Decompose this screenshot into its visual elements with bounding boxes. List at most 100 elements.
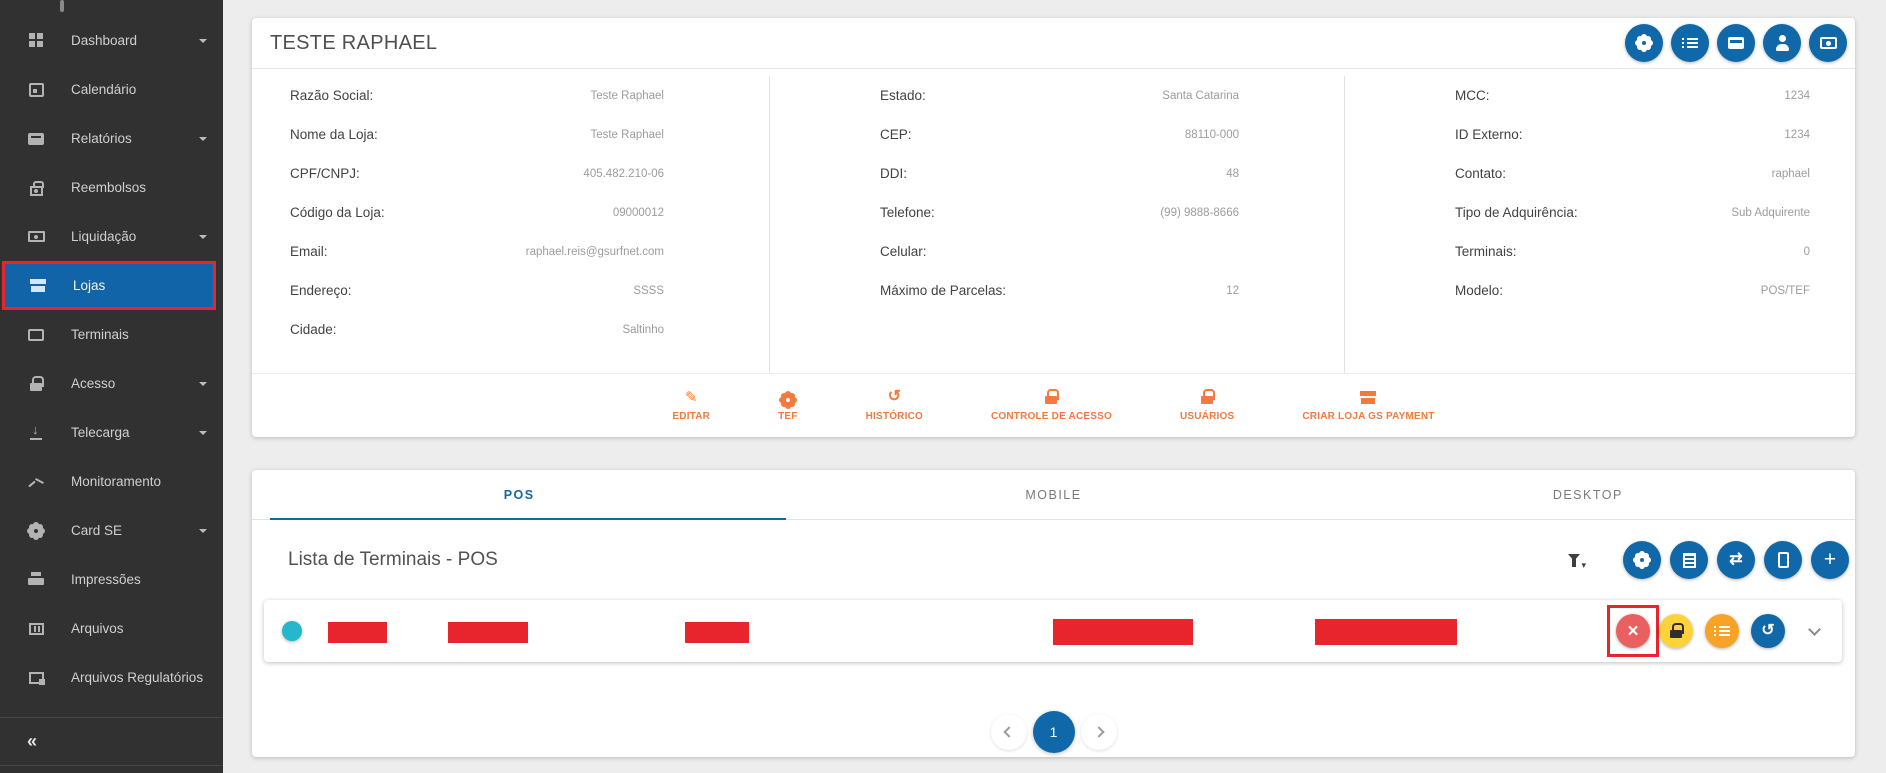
sidebar-item-label: Arquivos Regulatórios xyxy=(71,670,204,685)
lock-terminal-button[interactable] xyxy=(1659,614,1693,648)
sidebar-item-label: Dashboard xyxy=(71,33,138,48)
field-label: Código da Loja: xyxy=(290,205,385,220)
field-label: ID Externo: xyxy=(1455,127,1523,142)
sidebar-item-label: Relatórios xyxy=(71,131,132,146)
prev-page-button[interactable] xyxy=(990,714,1027,750)
field-mcc: MCC: 1234 xyxy=(1345,76,1855,115)
field-email: Email: raphael.reis@gsurfnet.com xyxy=(252,232,769,271)
sidebar-item-liquidacao[interactable]: Liquidação xyxy=(0,212,223,261)
status-dot xyxy=(282,621,302,641)
sidebar-item-label: Card SE xyxy=(71,523,123,538)
terminal-transfer-button[interactable]: ⇄ xyxy=(1717,541,1755,579)
filter-icon xyxy=(1568,553,1581,567)
chevron-down-icon xyxy=(199,430,207,435)
store-user-button[interactable] xyxy=(1763,24,1801,62)
tef-button[interactable]: TEF xyxy=(778,389,798,422)
dashboard-icon xyxy=(27,33,45,48)
store-header-buttons xyxy=(1625,24,1847,62)
sidebar-item-arquivos[interactable]: Arquivos xyxy=(0,604,223,653)
tab-desktop[interactable]: DESKTOP xyxy=(1321,470,1855,519)
sidebar-scrollbar-thumb[interactable] xyxy=(60,0,64,12)
field-ddi: DDI: 48 xyxy=(770,154,1344,193)
store-card-machine-button[interactable] xyxy=(1717,24,1755,62)
lock-icon xyxy=(1199,389,1216,405)
field-label: Razão Social: xyxy=(290,88,374,103)
store-icon xyxy=(1360,389,1377,405)
field-value: raphael xyxy=(1771,167,1810,180)
terminal-mobile-button[interactable] xyxy=(1764,541,1802,579)
receipt-icon xyxy=(1682,552,1696,568)
sidebar-item-label: Lojas xyxy=(73,278,106,293)
store-list-button[interactable] xyxy=(1671,24,1709,62)
terminals-card: POS MOBILE DESKTOP Lista de Terminais - … xyxy=(252,470,1855,757)
chevron-left-icon xyxy=(1002,726,1015,738)
field-label: Modelo: xyxy=(1455,283,1504,298)
next-page-button[interactable] xyxy=(1080,714,1117,750)
sidebar-item-lojas[interactable]: Lojas xyxy=(2,261,216,310)
historico-button[interactable]: ↺ HISTÓRICO xyxy=(866,388,923,423)
controle-de-acesso-button[interactable]: CONTROLE DE ACESSO xyxy=(991,389,1112,422)
sidebar-footer: « xyxy=(0,717,223,773)
expand-row-button[interactable] xyxy=(1808,622,1821,637)
field-value: SSSS xyxy=(633,284,664,297)
sidebar-item-card-se[interactable]: Card SE xyxy=(0,506,223,555)
sidebar-item-relatorios[interactable]: Relatórios xyxy=(0,114,223,163)
criar-loja-gs-payment-button[interactable]: CRIAR LOJA GS PAYMENT xyxy=(1302,389,1434,422)
sidebar-item-telecarga[interactable]: Telecarga xyxy=(0,408,223,457)
terminal-row[interactable]: × ↺ xyxy=(264,600,1842,662)
chevron-down-icon xyxy=(199,528,207,533)
field-label: DDI: xyxy=(880,166,907,181)
usuarios-button[interactable]: USUÁRIOS xyxy=(1180,389,1234,422)
tab-mobile[interactable]: MOBILE xyxy=(786,470,1320,519)
x-icon: × xyxy=(1627,620,1639,642)
sidebar-item-calendario[interactable]: Calendário xyxy=(0,65,223,114)
field-endereco: Endereço: SSSS xyxy=(252,271,769,310)
terminal-history-button[interactable]: ↺ xyxy=(1751,614,1785,648)
phone-icon xyxy=(1777,552,1789,568)
field-value: 1234 xyxy=(1784,89,1810,102)
tab-pos[interactable]: POS xyxy=(252,470,787,520)
files-icon xyxy=(27,622,45,635)
sidebar-item-impressoes[interactable]: Impressões xyxy=(0,555,223,604)
filter-button[interactable]: ▾ xyxy=(1568,550,1586,571)
sidebar-item-terminais[interactable]: Terminais xyxy=(0,310,223,359)
terminal-details-button[interactable] xyxy=(1705,614,1739,648)
person-icon xyxy=(1774,35,1790,51)
field-maximo-parcelas: Máximo de Parcelas: 12 xyxy=(770,271,1344,310)
current-page-button[interactable]: 1 xyxy=(1032,711,1075,753)
tab-label: MOBILE xyxy=(1025,487,1082,502)
terminal-tabs: POS MOBILE DESKTOP xyxy=(252,470,1855,520)
sidebar-item-label: Terminais xyxy=(71,327,129,342)
gear-icon xyxy=(1637,555,1647,565)
chevron-down-icon xyxy=(1808,623,1821,636)
action-label: CONTROLE DE ACESSO xyxy=(990,411,1112,422)
lock-icon xyxy=(1668,623,1684,639)
sidebar-item-arquivos-regulatorios[interactable]: Arquivos Regulatórios xyxy=(0,653,223,702)
store-card-header: TESTE RAPHAEL xyxy=(252,18,1855,69)
history-icon: ↺ xyxy=(887,388,901,405)
sidebar-item-reembolsos[interactable]: Reembolsos xyxy=(0,163,223,212)
terminal-settings-button[interactable] xyxy=(1623,541,1661,579)
lock-icon xyxy=(27,375,45,392)
store-payments-button[interactable] xyxy=(1809,24,1847,62)
sidebar-item-monitoramento[interactable]: Monitoramento xyxy=(0,457,223,506)
field-value: (99) 9888-8666 xyxy=(1160,206,1239,219)
details-column-2: Estado: Santa Catarina CEP: 88110-000 DD… xyxy=(770,76,1345,373)
add-terminal-button[interactable]: + xyxy=(1811,541,1849,579)
field-value: Teste Raphael xyxy=(590,128,664,141)
field-value: raphael.reis@gsurfnet.com xyxy=(525,245,664,258)
field-value: Saltinho xyxy=(622,323,664,336)
field-telefone: Telefone: (99) 9888-8666 xyxy=(770,193,1344,232)
field-value: Teste Raphael xyxy=(590,89,664,102)
editar-button[interactable]: ✎ EDITAR xyxy=(672,389,710,422)
sidebar-item-dashboard[interactable]: Dashboard xyxy=(0,16,223,65)
store-details-card: TESTE RAPHAEL xyxy=(252,18,1855,437)
store-settings-button[interactable] xyxy=(1625,24,1663,62)
pagination: 1 xyxy=(252,711,1855,753)
terminal-receipt-button[interactable] xyxy=(1670,541,1708,579)
collapse-sidebar-button[interactable]: « xyxy=(27,731,38,751)
tab-label: POS xyxy=(503,487,535,502)
reports-icon xyxy=(27,132,45,145)
sidebar-item-acesso[interactable]: Acesso xyxy=(0,359,223,408)
delete-terminal-button[interactable]: × xyxy=(1616,614,1650,648)
